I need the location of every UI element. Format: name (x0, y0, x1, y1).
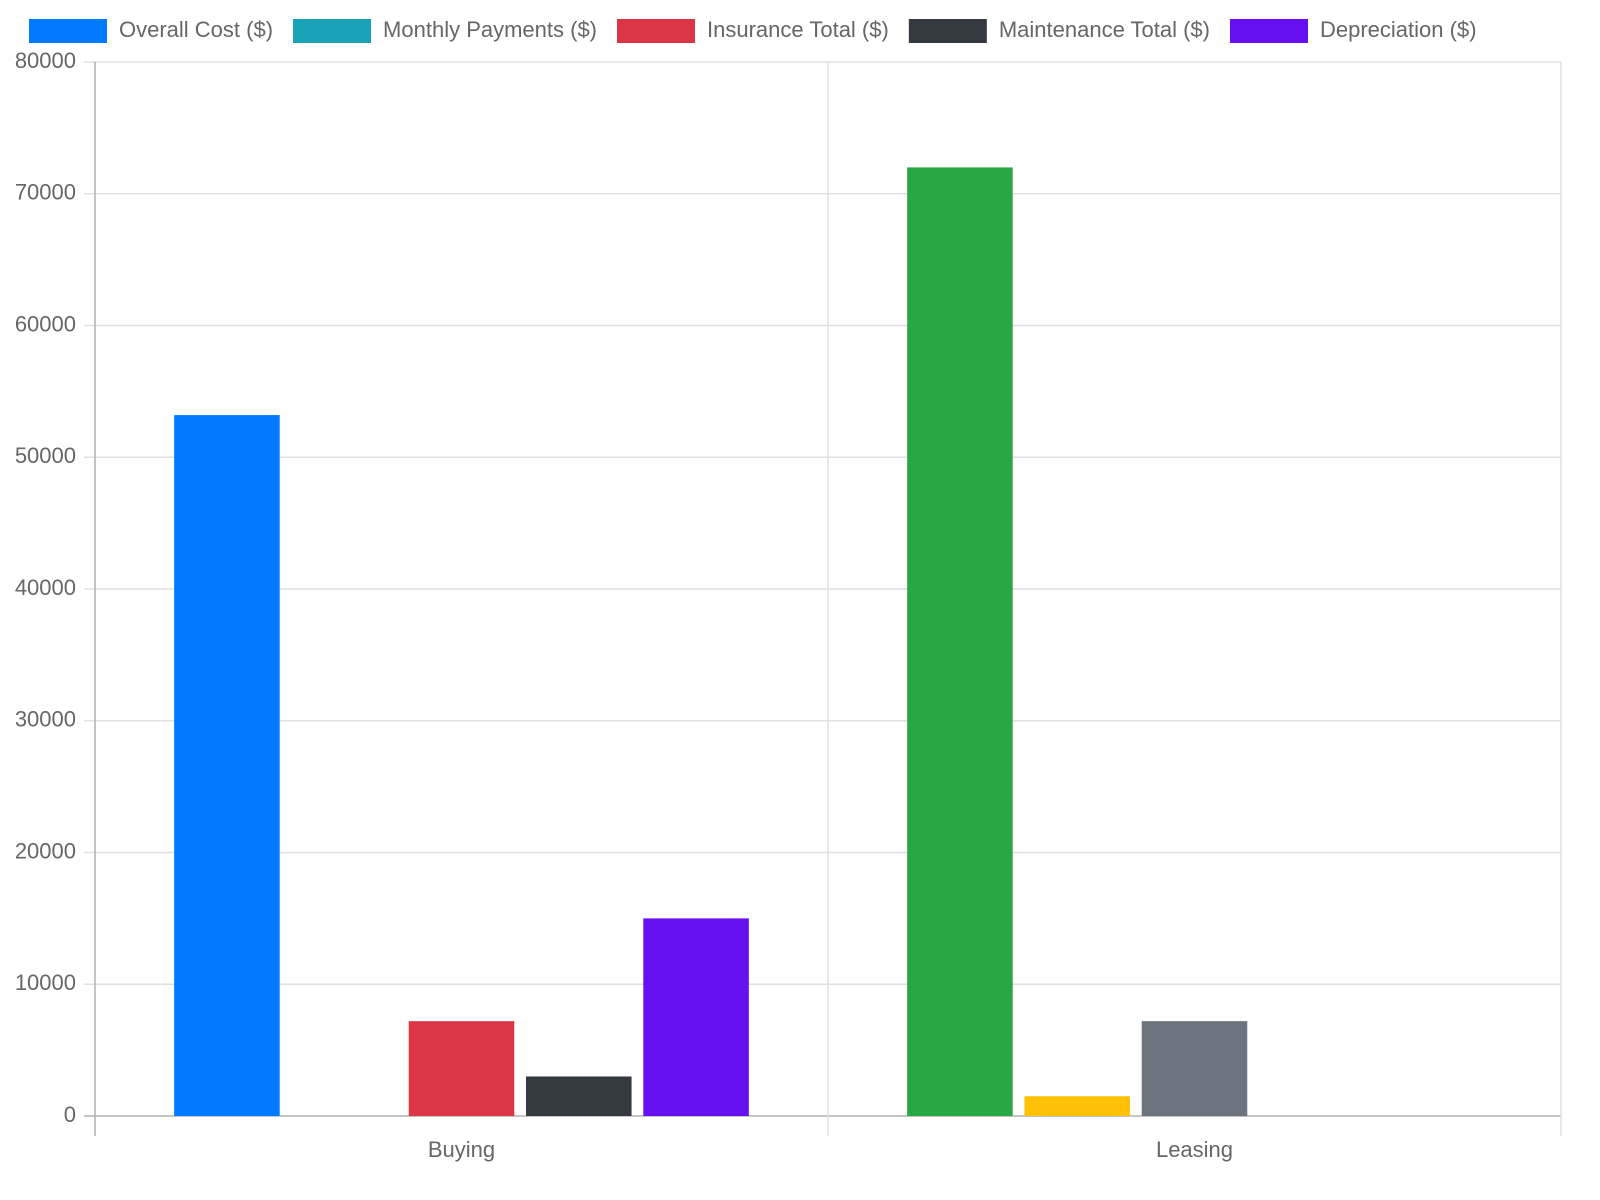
y-tick-label: 70000 (15, 180, 76, 205)
legend-swatch (1230, 19, 1308, 43)
y-tick-label: 10000 (15, 970, 76, 995)
y-tick-label: 50000 (15, 443, 76, 468)
y-tick-label: 30000 (15, 707, 76, 732)
legend-label: Monthly Payments ($) (383, 17, 597, 42)
y-tick-label: 60000 (15, 311, 76, 336)
bar (1024, 1096, 1130, 1116)
legend-swatch (617, 19, 696, 43)
y-tick-label: 20000 (15, 838, 76, 863)
legend-label: Insurance Total ($) (707, 17, 889, 42)
bar (1141, 1021, 1248, 1116)
x-tick-label: Leasing (1156, 1137, 1233, 1162)
bar (408, 1021, 515, 1116)
legend-label: Depreciation ($) (1320, 17, 1477, 42)
legend-label: Maintenance Total ($) (999, 17, 1210, 42)
bar (643, 918, 749, 1116)
legend-swatch (908, 19, 987, 43)
legend-swatch (29, 19, 107, 43)
legend-swatch (293, 19, 372, 43)
bar (907, 167, 1013, 1116)
bar (174, 415, 280, 1117)
x-tick-label: Buying (428, 1137, 495, 1162)
bar (526, 1076, 632, 1116)
y-tick-label: 80000 (15, 48, 76, 73)
y-tick-label: 0 (64, 1102, 76, 1127)
y-tick-label: 40000 (15, 575, 76, 600)
legend-label: Overall Cost ($) (119, 17, 273, 42)
